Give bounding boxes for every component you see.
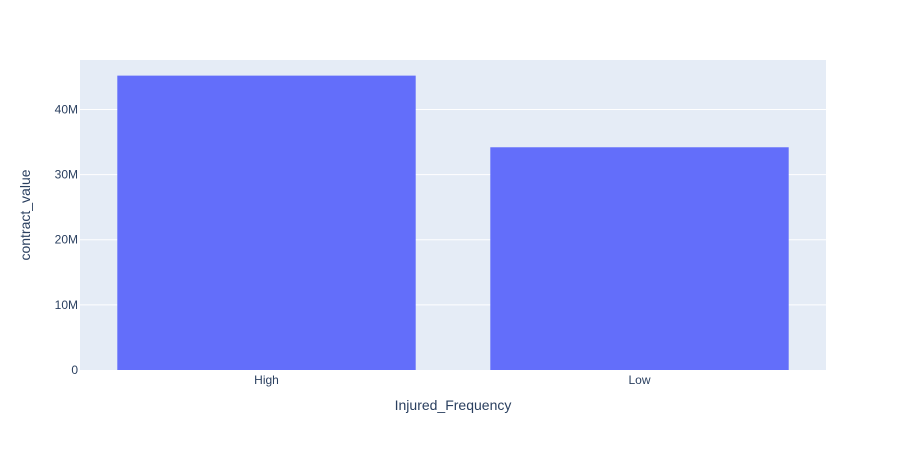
bars	[117, 75, 789, 370]
bar-high[interactable]	[117, 75, 416, 370]
y-tick-label: 20M	[55, 233, 78, 247]
x-tick-label: Low	[628, 373, 650, 387]
bar-low[interactable]	[490, 147, 789, 370]
x-tick-label: High	[254, 373, 279, 387]
x-axis-ticks: High Low	[254, 373, 651, 387]
y-tick-label: 0	[71, 363, 78, 377]
y-axis-title: contract_value	[17, 169, 33, 260]
y-tick-label: 10M	[55, 298, 78, 312]
y-tick-label: 30M	[55, 168, 78, 182]
y-axis-ticks: 0 10M 20M 30M 40M	[55, 102, 79, 377]
y-tick-label: 40M	[55, 102, 78, 116]
x-axis-title: Injured_Frequency	[395, 397, 512, 413]
